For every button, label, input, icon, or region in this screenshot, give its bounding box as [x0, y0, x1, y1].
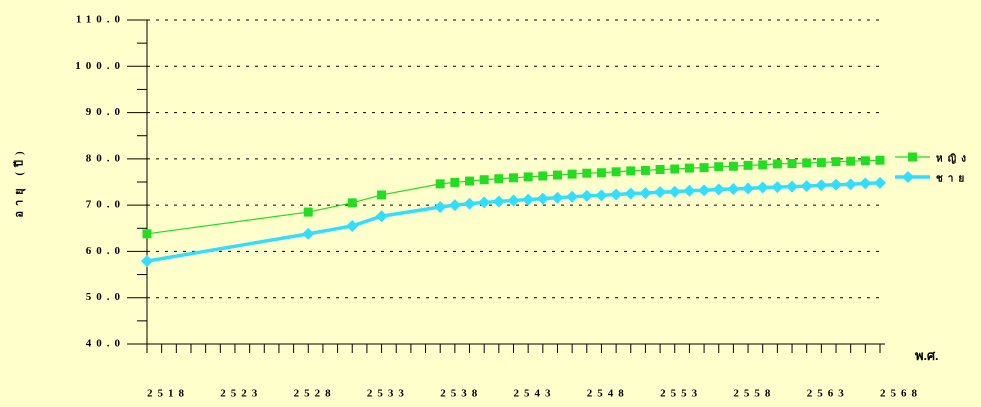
marker — [552, 170, 562, 180]
marker — [654, 186, 667, 199]
marker — [626, 166, 636, 176]
marker — [523, 172, 533, 182]
marker — [595, 189, 608, 202]
y-axis-label: อายุ (ปี) — [13, 146, 27, 217]
marker — [699, 163, 709, 173]
marker — [816, 158, 826, 168]
marker — [743, 160, 753, 170]
marker — [639, 187, 652, 200]
x-tick-label: 2553 — [660, 388, 702, 400]
marker — [567, 169, 577, 179]
marker — [303, 207, 313, 217]
marker — [463, 197, 476, 210]
x-tick-label: 2518 — [147, 388, 189, 400]
marker — [610, 188, 623, 201]
marker — [698, 184, 711, 197]
marker — [684, 163, 694, 173]
marker — [596, 168, 606, 178]
x-tick-label: 2533 — [367, 388, 409, 400]
marker — [142, 229, 152, 239]
marker — [771, 181, 784, 194]
marker — [434, 200, 447, 213]
x-tick-label: 2563 — [807, 388, 849, 400]
marker — [450, 177, 460, 187]
legend-marker — [902, 171, 914, 183]
x-axis-label: พ.ศ. — [915, 348, 938, 363]
marker — [683, 184, 696, 197]
y-tick-label: 70.0 — [86, 199, 125, 211]
marker — [655, 165, 665, 175]
marker — [536, 192, 549, 205]
marker — [302, 227, 315, 240]
x-tick-label: 2538 — [440, 388, 482, 400]
marker — [624, 187, 637, 200]
marker — [668, 185, 681, 198]
marker — [758, 160, 768, 170]
marker — [346, 219, 359, 232]
x-tick-label: 2558 — [733, 388, 775, 400]
marker — [522, 193, 535, 206]
marker — [492, 195, 505, 208]
marker — [465, 176, 475, 186]
marker — [640, 165, 650, 175]
marker — [714, 162, 724, 172]
marker — [874, 176, 886, 189]
marker — [479, 175, 489, 185]
marker — [375, 210, 388, 223]
marker — [580, 189, 593, 202]
y-tick-label: 110.0 — [76, 14, 125, 26]
marker — [800, 180, 813, 193]
marker — [830, 178, 843, 191]
marker — [538, 171, 548, 181]
marker — [859, 177, 872, 190]
y-tick-label: 90.0 — [86, 106, 125, 118]
y-tick-label: 80.0 — [86, 152, 125, 164]
legend-label: ชาย — [936, 173, 969, 184]
x-tick-label: 2543 — [514, 388, 556, 400]
marker — [566, 190, 579, 203]
x-tick-label: 2568 — [880, 388, 922, 400]
marker — [844, 178, 857, 191]
marker — [377, 190, 387, 200]
marker — [582, 168, 592, 178]
y-tick-label: 60.0 — [86, 245, 125, 257]
marker — [478, 196, 491, 209]
marker — [802, 158, 812, 168]
marker — [860, 156, 870, 166]
marker — [772, 159, 782, 169]
marker — [435, 179, 445, 189]
marker — [494, 174, 504, 184]
marker — [787, 158, 797, 168]
marker — [507, 194, 520, 207]
y-tick-label: 50.0 — [86, 291, 125, 303]
marker — [786, 180, 799, 193]
legend-label: หญิง — [936, 152, 971, 164]
x-tick-label: 2528 — [294, 388, 336, 400]
marker — [875, 155, 885, 165]
marker — [670, 164, 680, 174]
marker — [509, 173, 518, 183]
marker — [831, 157, 841, 167]
marker — [712, 183, 725, 196]
marker — [448, 199, 461, 212]
x-tick-label: 2548 — [587, 388, 629, 400]
legend-marker — [908, 152, 917, 162]
marker — [727, 182, 740, 195]
marker — [756, 181, 769, 194]
y-tick-label: 100.0 — [75, 60, 125, 72]
marker — [728, 161, 738, 171]
marker — [347, 198, 357, 208]
marker — [815, 179, 828, 192]
marker — [846, 156, 856, 166]
y-tick-label: 40.0 — [86, 338, 125, 350]
marker — [611, 167, 621, 177]
marker — [141, 255, 153, 268]
x-tick-label: 2523 — [220, 388, 262, 400]
marker — [551, 191, 564, 204]
marker — [742, 182, 755, 195]
